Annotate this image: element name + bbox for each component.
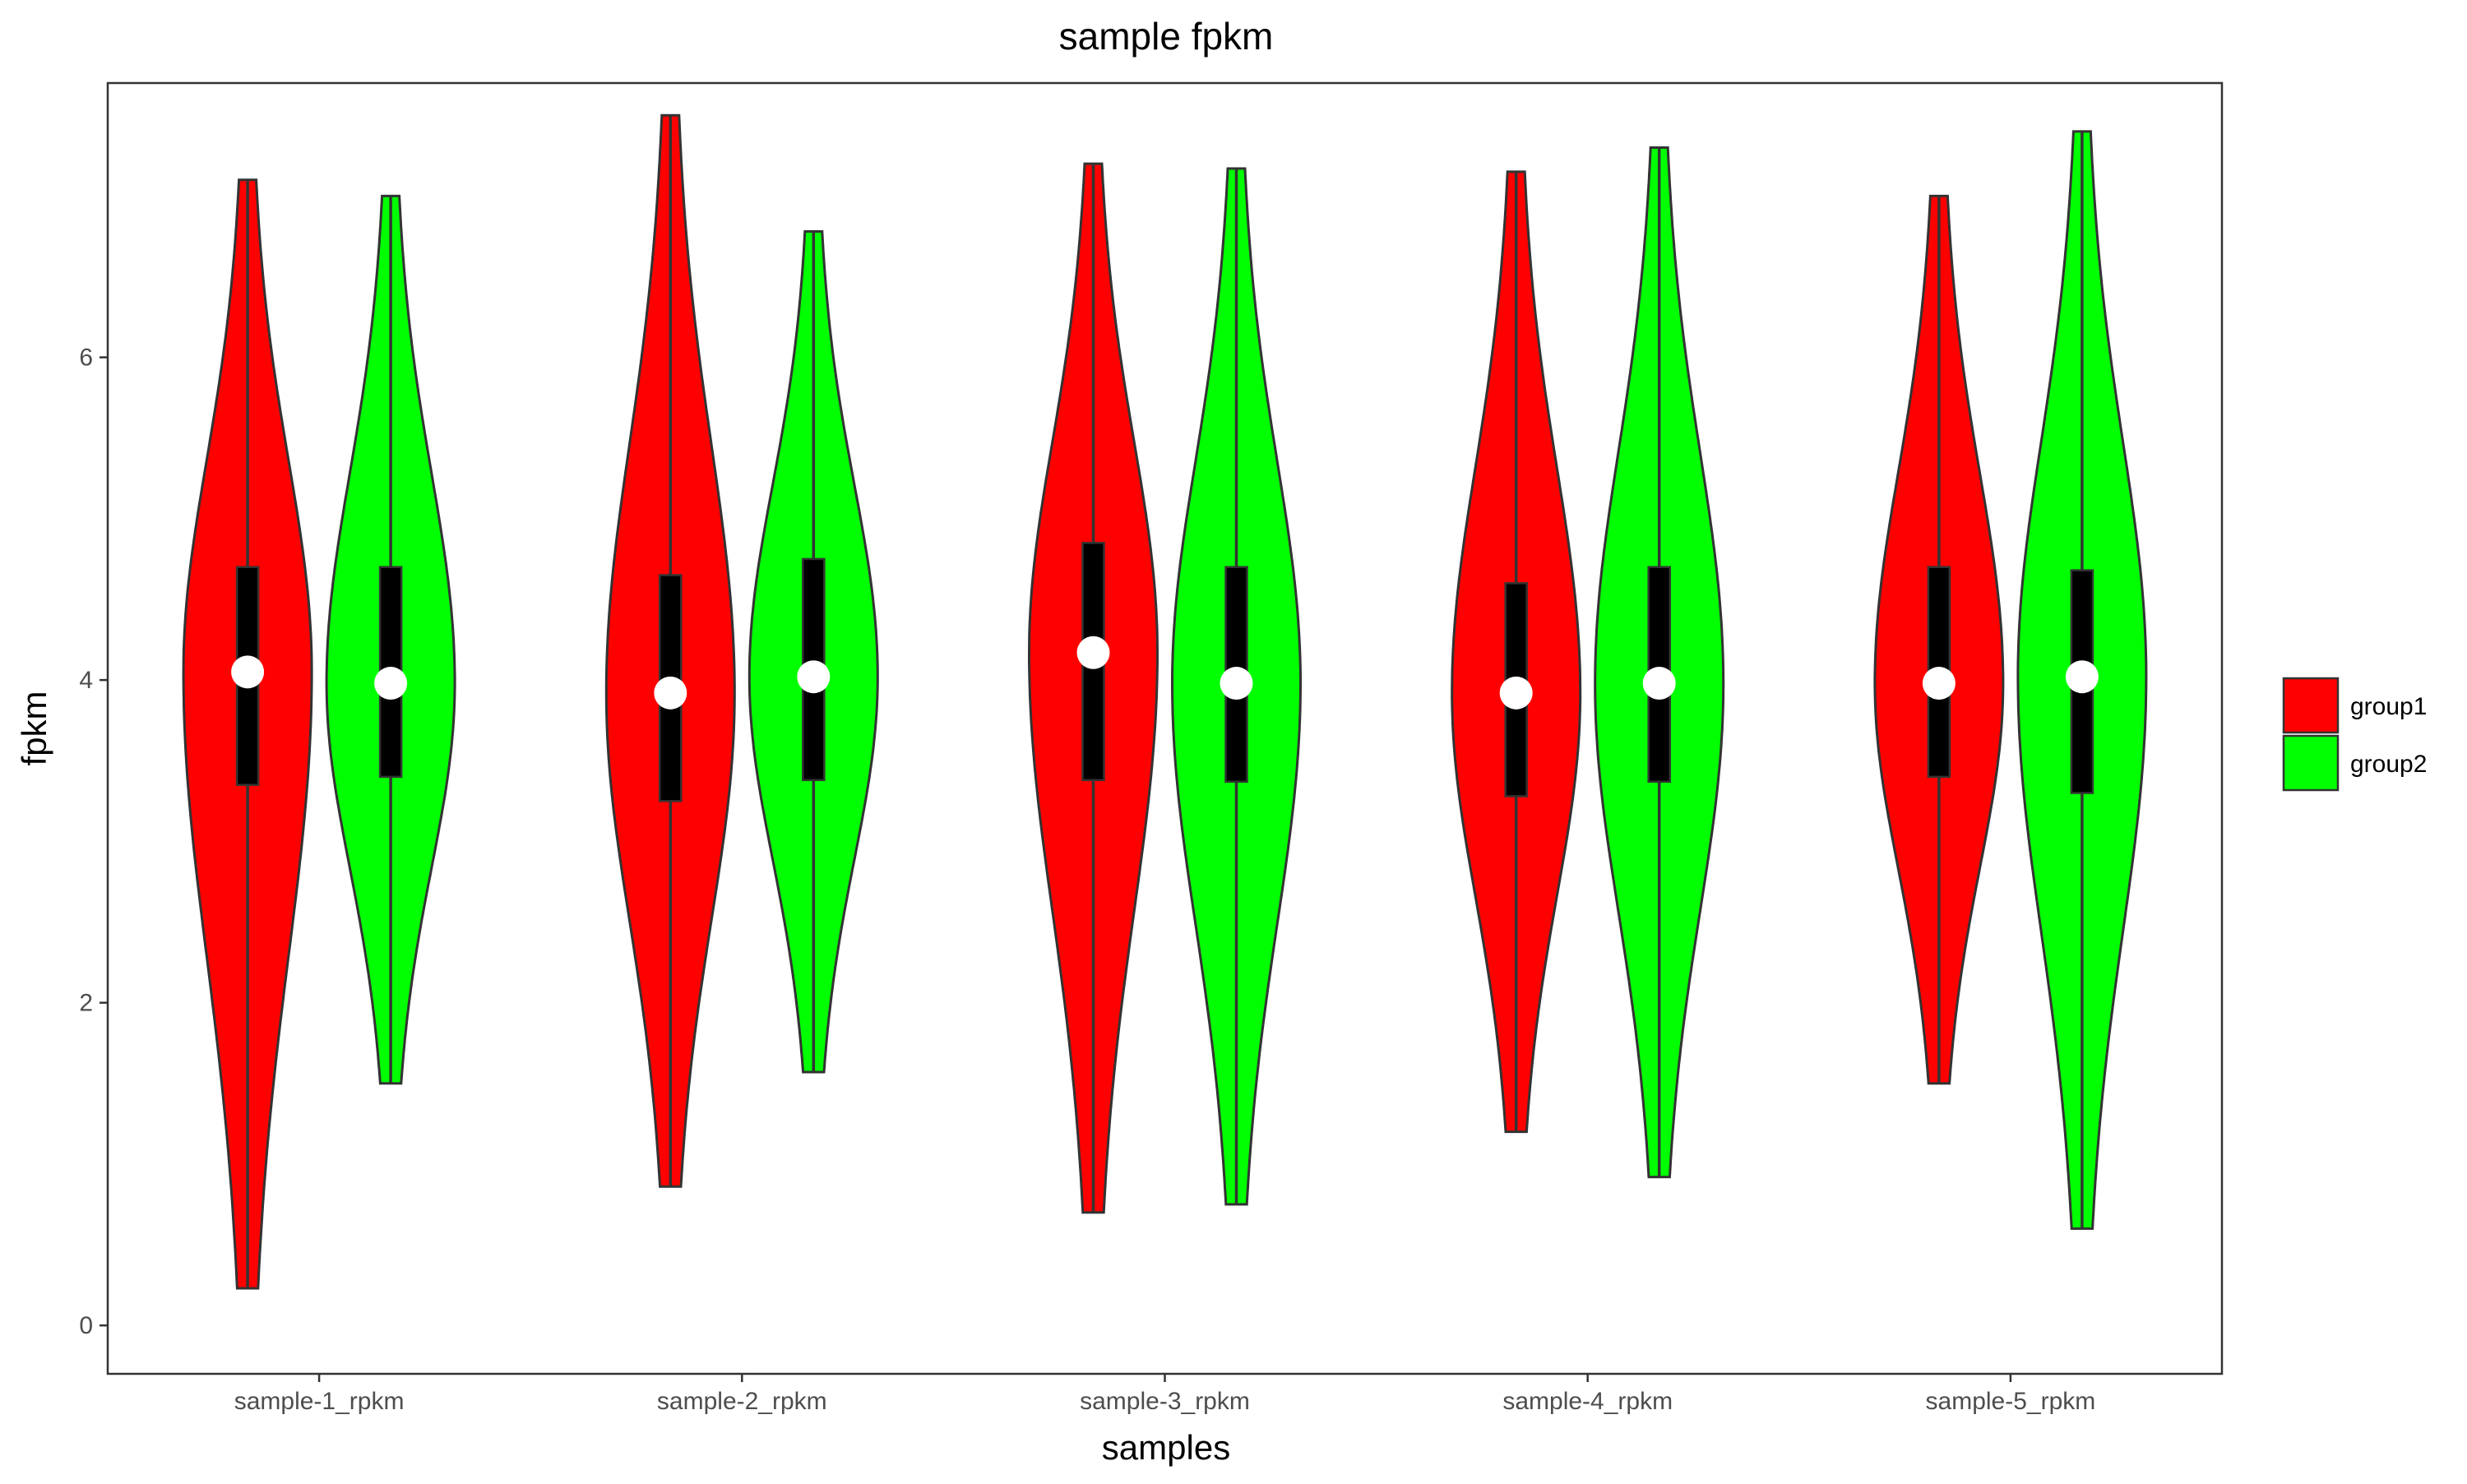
- median-point: [1642, 667, 1676, 700]
- y-tick-label: 0: [79, 1312, 93, 1339]
- violin-group1-5: [1873, 194, 2005, 1085]
- median-point: [1076, 636, 1110, 669]
- violin-group1-3: [1028, 162, 1159, 1214]
- median-point: [231, 655, 265, 689]
- x-axis: sample-1_rpkm sample-2_rpkm sample-3_rpkm s…: [234, 1374, 2096, 1415]
- median-point: [374, 667, 408, 700]
- legend-item-group1: group1: [2282, 677, 2427, 734]
- x-tick-label: sample-5_rpkm: [1926, 1388, 2096, 1415]
- legend: group1 group2: [2282, 677, 2427, 792]
- median-point: [2065, 660, 2099, 694]
- violins-layer: [182, 113, 2148, 1290]
- violin-group2-5: [2016, 130, 2148, 1230]
- legend-label: group2: [2350, 751, 2427, 778]
- y-tick-label: 6: [79, 344, 93, 372]
- x-axis-title: samples: [1102, 1428, 1230, 1467]
- violin-group1-1: [182, 178, 313, 1290]
- y-tick-label: 2: [79, 990, 93, 1017]
- median-point: [1499, 676, 1533, 710]
- chart-title: sample fpkm: [1059, 15, 1274, 58]
- y-axis-title: fpkm: [15, 691, 53, 765]
- plot-panel: [106, 81, 2224, 1375]
- legend-item-group2: group2: [2282, 734, 2427, 792]
- y-tick-label: 4: [79, 667, 93, 694]
- y-axis: 0 2 4 6: [79, 344, 108, 1339]
- x-tick-label: sample-4_rpkm: [1502, 1388, 1673, 1415]
- median-point: [797, 660, 831, 694]
- violin-group1-2: [604, 113, 736, 1188]
- median-point: [1922, 667, 1956, 700]
- violin-group2-2: [748, 230, 879, 1074]
- legend-swatch: [2282, 734, 2340, 792]
- violin-group2-1: [325, 194, 456, 1085]
- x-tick-label: sample-3_rpkm: [1080, 1388, 1250, 1415]
- median-point: [654, 676, 687, 710]
- median-point: [1220, 667, 1253, 700]
- violin-group1-4: [1451, 170, 1582, 1134]
- legend-swatch: [2282, 677, 2340, 734]
- legend-label: group1: [2350, 693, 2427, 720]
- violin-group2-4: [1594, 146, 1725, 1179]
- violin-group2-3: [1171, 167, 1302, 1206]
- x-tick-label: sample-1_rpkm: [234, 1388, 405, 1415]
- x-tick-label: sample-2_rpkm: [657, 1388, 827, 1415]
